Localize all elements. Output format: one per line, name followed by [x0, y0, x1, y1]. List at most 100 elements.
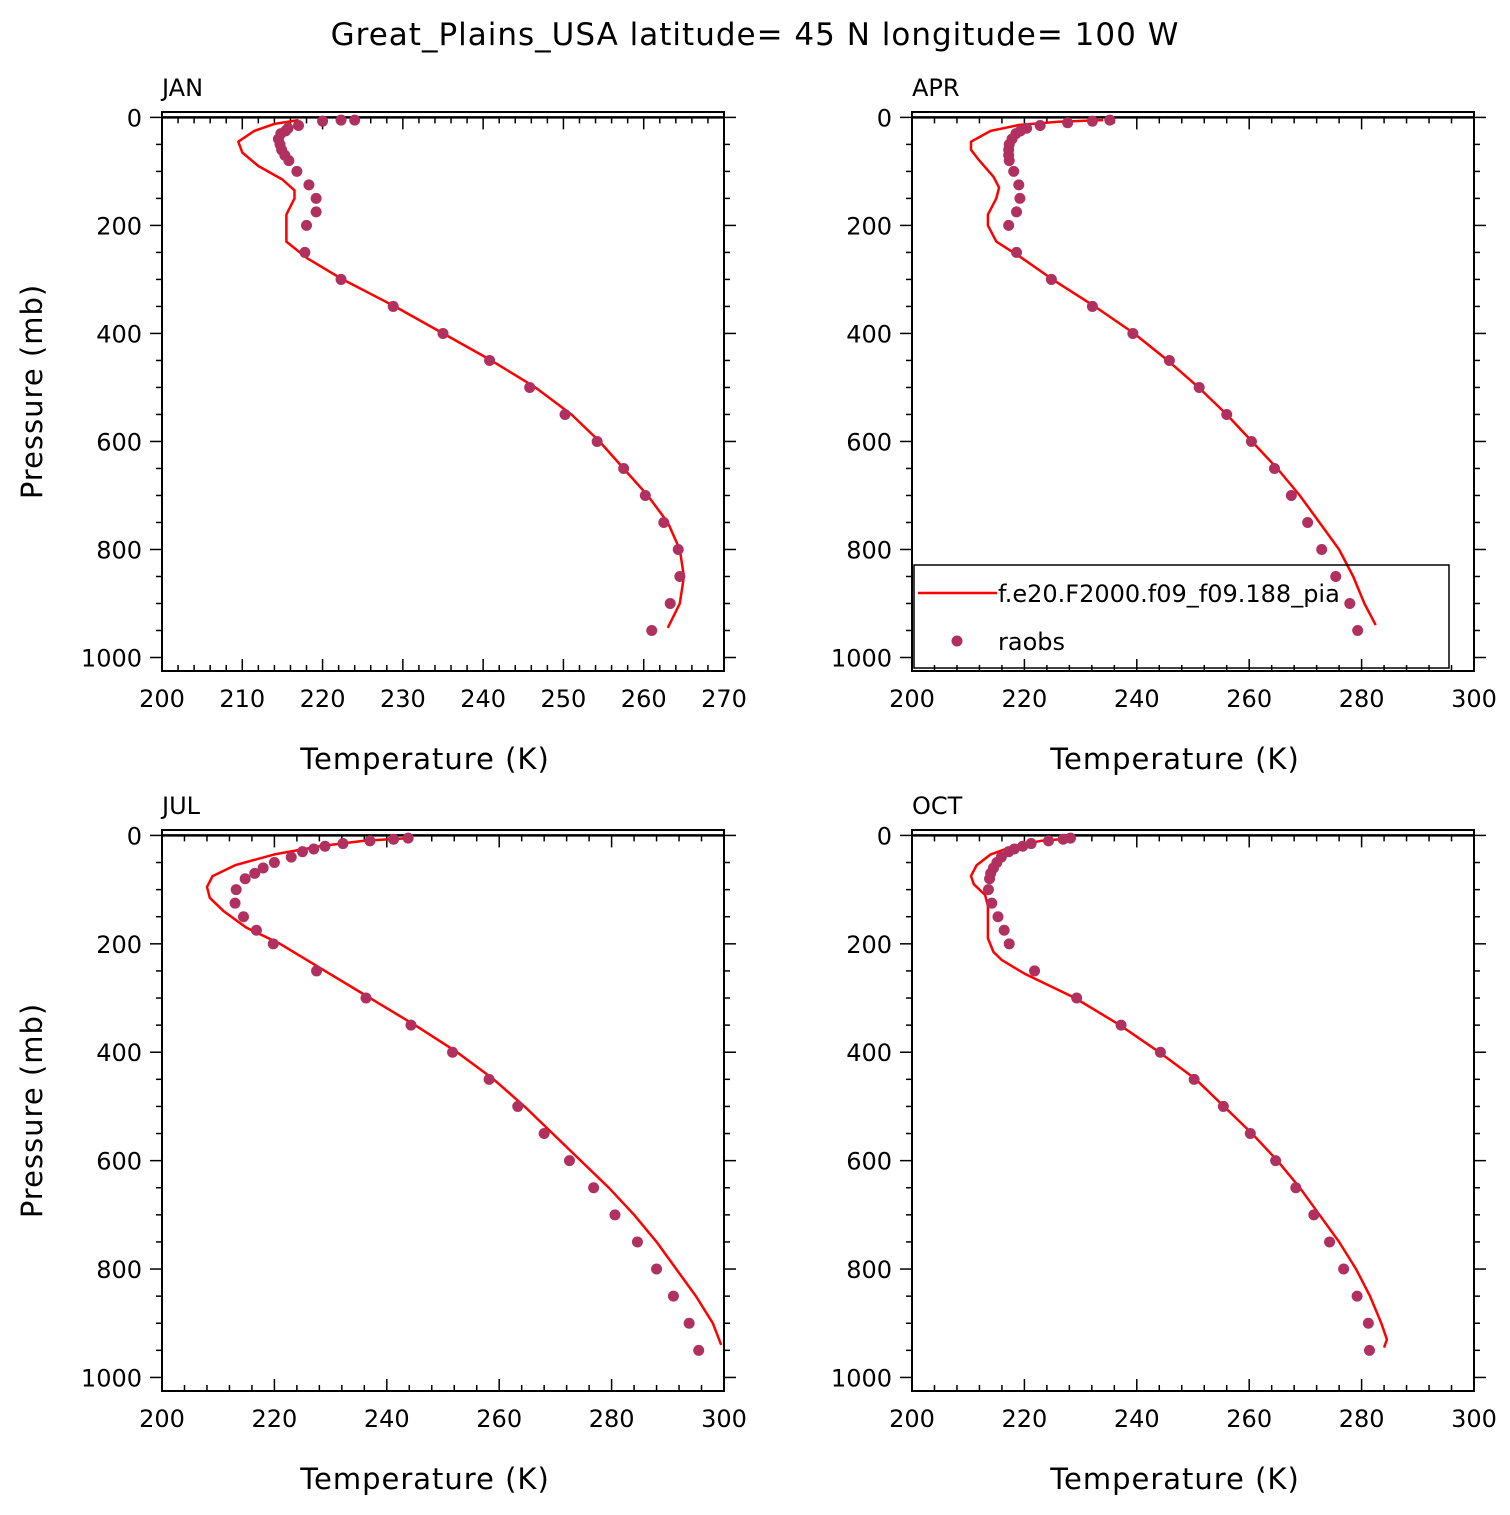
raobs-point-jul [538, 1128, 550, 1140]
raobs-point-oct [992, 911, 1004, 923]
x-axis-label-jul: Temperature (K) [299, 1462, 550, 1496]
y-tick-label-oct: 200 [846, 931, 892, 959]
x-tick-label-oct: 280 [1339, 1405, 1385, 1433]
raobs-point-jan [672, 543, 684, 555]
raobs-point-jan [387, 300, 399, 312]
raobs-point-jul [360, 992, 372, 1004]
x-tick-label-apr: 200 [889, 685, 935, 713]
raobs-point-apr [1011, 246, 1023, 258]
raobs-point-jan [310, 206, 322, 218]
panel-label-jan: JAN [160, 74, 203, 102]
raobs-point-jan [484, 354, 496, 366]
raobs-point-oct [1363, 1344, 1375, 1356]
raobs-point-oct [1017, 840, 1029, 852]
raobs-point-jul [337, 838, 349, 850]
raobs-point-apr [1330, 570, 1342, 582]
raobs-point-jul [237, 911, 249, 923]
raobs-point-jan [559, 408, 571, 420]
x-tick-label-oct: 300 [1451, 1405, 1497, 1433]
raobs-point-jan [524, 381, 536, 393]
raobs-point-oct [1244, 1128, 1256, 1140]
raobs-point-jul [250, 924, 262, 936]
raobs-point-jan [591, 435, 603, 447]
model-line-jan [237, 118, 686, 629]
raobs-point-oct [1338, 1263, 1350, 1275]
raobs-point-apr [1285, 489, 1297, 501]
raobs-point-jul [319, 840, 331, 852]
figure-title: Great_Plains_USA latitude= 45 N longitud… [331, 17, 1180, 53]
raobs-point-jan [303, 179, 315, 191]
x-tick-label-jul: 240 [364, 1405, 410, 1433]
x-tick-label-oct: 200 [889, 1405, 935, 1433]
legend-model-label: f.e20.F2000.f09_f09.188_pia [998, 580, 1340, 608]
raobs-point-jan [349, 114, 361, 126]
panel-oct: OCT 200 220 240 260 280 300 0 200 400 600 800 1000 Te… [831, 792, 1497, 1496]
raobs-point-apr [1014, 192, 1026, 204]
y-tick-label-jan: 1000 [81, 644, 142, 672]
raobs-point-apr [1221, 408, 1233, 420]
x-tick-label-apr: 300 [1451, 685, 1497, 713]
model-line-apr [969, 118, 1377, 626]
raobs-point-jul [405, 1019, 417, 1031]
raobs-point-apr [1086, 115, 1098, 127]
raobs-point-jul [249, 867, 261, 879]
plot-frame-jul [161, 829, 725, 1392]
raobs-point-jan [639, 489, 651, 501]
panel-apr: APR 200 220 240 260 280 300 0 200 400 600 800 1000 Te… [831, 74, 1497, 776]
raobs-point-jul [257, 862, 269, 874]
raobs-point-jan [310, 192, 322, 204]
x-tick-label-apr: 260 [1226, 685, 1272, 713]
raobs-point-apr [1003, 219, 1015, 231]
raobs-point-oct [1362, 1317, 1374, 1329]
x-tick-label-jul: 260 [476, 1405, 522, 1433]
raobs-point-jul [297, 846, 308, 858]
y-tick-label-oct: 0 [877, 822, 892, 850]
raobs-point-jan [437, 327, 449, 339]
y-tick-label-apr: 0 [877, 104, 892, 132]
raobs-point-apr [1008, 165, 1020, 177]
plot-frame-jan [161, 111, 725, 672]
raobs-point-jul [229, 897, 241, 909]
x-axis-label-apr: Temperature (K) [1049, 742, 1300, 776]
plot-frame-oct [911, 829, 1475, 1392]
legend-obs-swatch [951, 635, 963, 647]
raobs-point-jul [563, 1155, 575, 1167]
raobs-point-oct [1270, 1155, 1282, 1167]
raobs-point-oct [1324, 1236, 1336, 1248]
raobs-point-apr [1163, 354, 1175, 366]
panel-jul: JUL 200 220 240 260 280 300 0 200 400 600 800 1000 Te… [15, 792, 747, 1496]
raobs-point-apr [1268, 462, 1280, 474]
raobs-point-oct [982, 884, 994, 896]
raobs-point-jul [483, 1073, 495, 1085]
y-tick-label-jul: 200 [96, 931, 142, 959]
raobs-point-jan [646, 624, 658, 636]
y-tick-label-oct: 1000 [831, 1364, 892, 1392]
model-line-jul [205, 836, 723, 1346]
y-tick-label-oct: 400 [846, 1039, 892, 1067]
x-tick-label-jan: 230 [380, 685, 426, 713]
panel-label-jul: JUL [160, 792, 201, 820]
x-tick-label-jan: 210 [219, 685, 265, 713]
y-tick-label-jul: 800 [96, 1256, 142, 1284]
raobs-point-jan [674, 570, 686, 582]
raobs-point-jul [667, 1290, 679, 1302]
panel-jan: JAN 200 210 220 230 240 250 260 270 0 200 400 600 800… [15, 74, 747, 776]
raobs-point-apr [1344, 597, 1356, 609]
raobs-point-jul [239, 873, 251, 885]
y-tick-label-jan: 400 [96, 320, 142, 348]
x-tick-label-jan: 240 [460, 685, 506, 713]
raobs-point-jan [317, 115, 329, 127]
raobs-point-jul [268, 857, 280, 869]
raobs-point-apr [1011, 206, 1023, 218]
raobs-point-jul [631, 1236, 643, 1248]
y-tick-label-jul: 600 [96, 1148, 142, 1176]
raobs-point-apr [1045, 273, 1057, 285]
raobs-point-jan [299, 246, 311, 258]
raobs-point-oct [1351, 1290, 1363, 1302]
raobs-point-jul [388, 833, 400, 845]
raobs-point-jul [447, 1046, 459, 1058]
raobs-point-apr [1034, 120, 1046, 132]
